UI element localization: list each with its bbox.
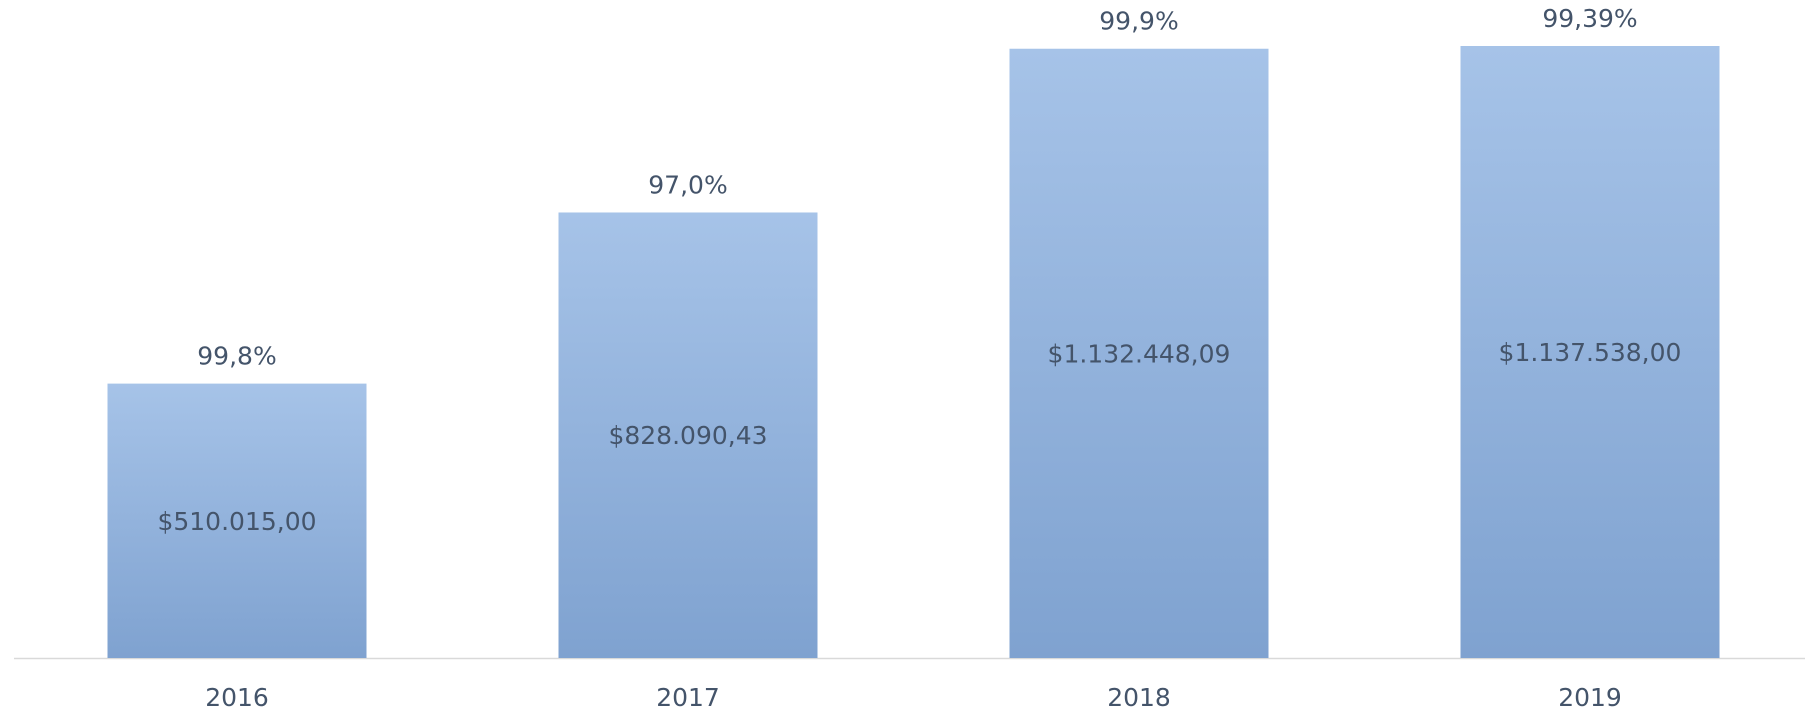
value-label: $510.015,00 [157, 507, 316, 536]
bar [1009, 48, 1269, 658]
percentage-label: 99,8% [197, 342, 276, 371]
percentage-label: 99,39% [1542, 4, 1637, 33]
value-label: $1.132.448,09 [1048, 339, 1231, 368]
percentage-label: 99,9% [1099, 7, 1178, 36]
bar [1460, 46, 1720, 658]
bar [107, 383, 367, 658]
value-label: $828.090,43 [608, 421, 767, 450]
x-tick-label: 2018 [1107, 683, 1171, 712]
bar [558, 212, 818, 658]
x-tick-label: 2016 [205, 683, 269, 712]
percentage-label: 97,0% [648, 170, 727, 199]
value-label: $1.137.538,00 [1499, 338, 1682, 367]
x-tick-label: 2019 [1558, 683, 1622, 712]
x-tick-label: 2017 [656, 683, 720, 712]
